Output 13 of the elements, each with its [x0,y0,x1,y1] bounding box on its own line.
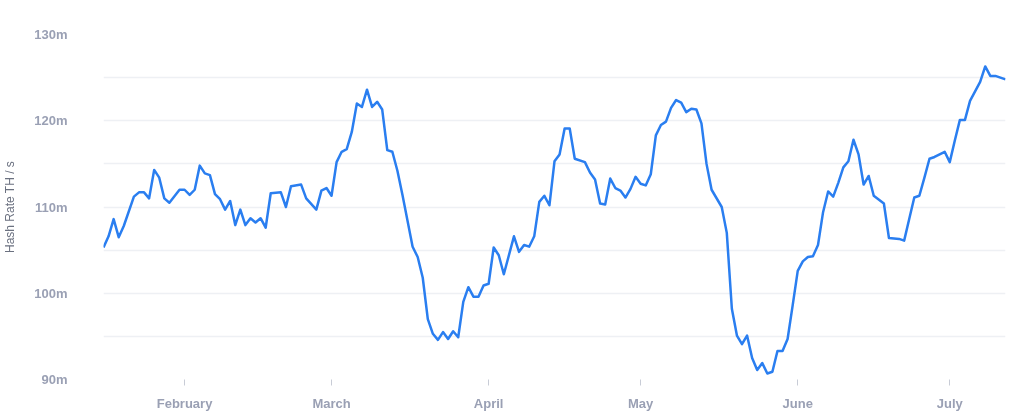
y-tick-label: 110m [34,199,68,215]
x-tick-label: July [936,395,964,411]
line-series [103,65,1006,375]
y-tick-label: 120m [34,113,68,129]
x-tick-label: February [156,395,214,411]
x-tick-label: June [782,395,813,411]
x-tick-label: April [473,395,504,411]
y-axis-title: Hash Rate TH / s [3,161,18,254]
y-tick-label: 100m [34,285,68,301]
y-tick-label: 90m [41,372,68,387]
x-tick-label: March [312,395,351,411]
y-tick-label: 130m [34,27,68,42]
x-tick-label: May [628,395,655,411]
